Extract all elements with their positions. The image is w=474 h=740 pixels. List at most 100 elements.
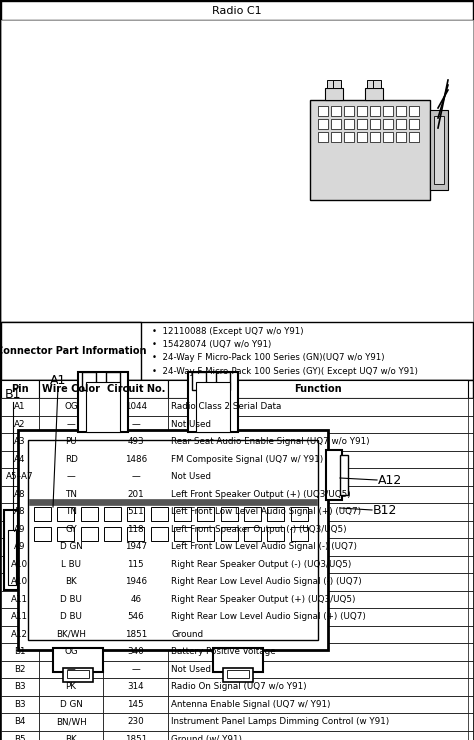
Bar [409, 132, 419, 142]
Bar [103, 468, 168, 485]
Bar [325, 88, 343, 100]
Text: 511: 511 [128, 507, 144, 517]
Text: 230: 230 [128, 717, 144, 726]
Bar [39, 433, 103, 451]
Bar [78, 372, 128, 432]
Text: 340: 340 [128, 648, 144, 656]
Bar [333, 80, 341, 88]
Text: —: — [67, 420, 75, 428]
Bar [103, 625, 168, 643]
Bar [370, 132, 380, 142]
Bar [103, 696, 168, 713]
Bar [1, 625, 39, 643]
Bar [128, 527, 145, 541]
Bar [29, 499, 317, 505]
Text: B4: B4 [14, 717, 26, 726]
Bar [370, 106, 380, 116]
Bar [1, 433, 39, 451]
Text: A5–A7: A5–A7 [6, 472, 34, 481]
Bar [103, 573, 168, 591]
Text: 46: 46 [130, 595, 141, 604]
Bar [103, 398, 168, 415]
Bar [168, 591, 468, 608]
Bar [39, 696, 103, 713]
Text: Battery Positive Voltage: Battery Positive Voltage [171, 648, 276, 656]
Bar [104, 527, 121, 541]
Bar [367, 80, 375, 88]
Text: A10: A10 [11, 559, 28, 569]
Bar [1, 398, 473, 415]
Bar [39, 415, 103, 433]
Text: B1: B1 [5, 388, 21, 402]
Bar [1, 468, 39, 485]
Text: L BU: L BU [61, 559, 81, 569]
Bar [57, 507, 74, 521]
Bar [326, 450, 342, 500]
Bar [103, 380, 168, 398]
Bar [1, 678, 473, 696]
Text: TN: TN [65, 490, 77, 499]
Bar [39, 591, 103, 608]
Bar [1, 643, 473, 661]
Bar [409, 119, 419, 129]
Text: 493: 493 [128, 437, 144, 446]
Bar [331, 106, 341, 116]
Bar [39, 678, 103, 696]
Text: Rear Seat Audio Enable Signal (UQ7 w/o Y91): Rear Seat Audio Enable Signal (UQ7 w/o Y… [171, 437, 370, 446]
Bar [373, 80, 381, 88]
Bar [39, 380, 103, 398]
Bar [104, 507, 121, 521]
Bar [370, 119, 380, 129]
Bar [1, 661, 473, 678]
Text: —: — [67, 665, 75, 673]
Bar [103, 661, 168, 678]
Bar [340, 455, 348, 495]
Bar [344, 132, 354, 142]
Bar [39, 538, 103, 556]
Bar [267, 527, 284, 541]
Text: •  24-Way F Micro-Pack 100 Series (GN)(UQ7 w/o Y91): • 24-Way F Micro-Pack 100 Series (GN)(UQ… [152, 354, 384, 363]
Bar [331, 132, 341, 142]
Bar [267, 507, 284, 521]
Text: 115: 115 [128, 559, 144, 569]
Bar [291, 527, 308, 541]
Text: A11: A11 [11, 612, 28, 622]
Text: OG: OG [64, 648, 78, 656]
Bar [1, 415, 39, 433]
Bar [221, 527, 237, 541]
Bar [103, 538, 168, 556]
Bar [1, 451, 473, 468]
Text: A3: A3 [14, 437, 26, 446]
Text: —: — [67, 472, 75, 481]
Bar [357, 106, 367, 116]
Bar [197, 527, 214, 541]
Text: A9: A9 [14, 542, 26, 551]
Bar [1, 1, 473, 20]
Text: Left Front Speaker Output (-) (UQ3/UQ5): Left Front Speaker Output (-) (UQ3/UQ5) [171, 525, 346, 534]
Bar [188, 372, 238, 432]
Bar [1, 322, 141, 380]
Text: 1851: 1851 [125, 735, 147, 740]
Text: A11: A11 [11, 595, 28, 604]
Text: BK: BK [65, 577, 77, 586]
Bar [365, 88, 383, 100]
Bar [168, 678, 468, 696]
Text: BK: BK [65, 735, 77, 740]
Bar [1, 468, 473, 485]
Bar [318, 119, 328, 129]
Bar [39, 556, 103, 573]
Bar [383, 132, 393, 142]
Text: Right Rear Low Level Audio Signal (-) (UQ7): Right Rear Low Level Audio Signal (-) (U… [171, 577, 362, 586]
Text: Ground (w/ Y91): Ground (w/ Y91) [171, 735, 242, 740]
Bar [168, 713, 468, 730]
Text: D BU: D BU [60, 612, 82, 622]
Bar [1, 696, 39, 713]
Bar [34, 507, 51, 521]
Bar [1, 451, 39, 468]
Bar [103, 678, 168, 696]
Bar [103, 415, 168, 433]
Bar [168, 538, 468, 556]
Bar [1, 415, 473, 433]
Bar [327, 80, 335, 88]
Text: 1947: 1947 [125, 542, 147, 551]
